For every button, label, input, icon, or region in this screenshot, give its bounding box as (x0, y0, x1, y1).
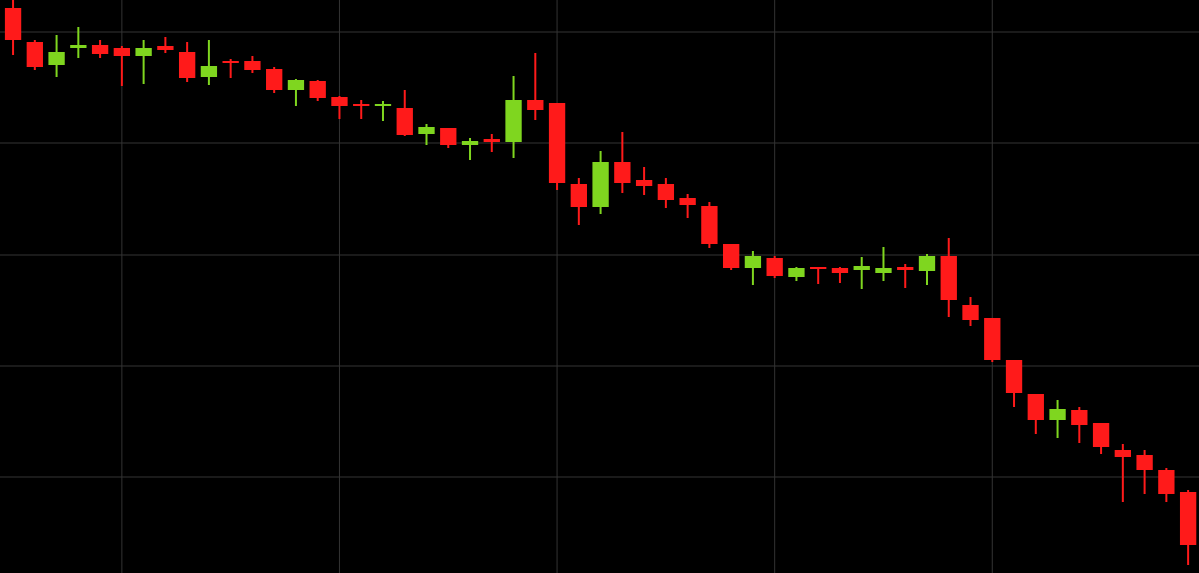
candle-body (309, 81, 326, 98)
candle-body (70, 45, 87, 48)
candle-body (635, 180, 653, 186)
candle-body (48, 52, 65, 65)
candle-body (374, 104, 392, 106)
candle-body (1092, 423, 1110, 447)
candle-body (788, 268, 805, 277)
candle-body (1179, 492, 1197, 545)
candle-body (244, 61, 261, 70)
candle-body (222, 61, 239, 63)
candle-body (1158, 470, 1175, 494)
candle-body (940, 256, 957, 300)
candle-body (287, 80, 305, 90)
candle-body (1005, 360, 1023, 393)
candle-body (1027, 394, 1044, 420)
candle-body (1071, 410, 1088, 425)
candle-body (440, 128, 457, 145)
candle-body (461, 141, 479, 145)
candle-body (592, 162, 609, 207)
candle-body (4, 8, 22, 40)
candle-body (744, 256, 762, 268)
candle-body (875, 268, 892, 273)
candle-body (157, 46, 174, 50)
candle-body (1114, 450, 1131, 457)
candle-body (178, 52, 196, 78)
candle-body (483, 139, 500, 142)
candle-body (331, 97, 348, 106)
candle-body (962, 305, 979, 320)
candle-body (26, 42, 43, 67)
candle-body (570, 184, 587, 207)
candle-body (722, 244, 740, 268)
candle-body (810, 267, 827, 269)
candle-body (396, 108, 413, 135)
candle-body (418, 127, 435, 134)
candle-body (679, 198, 696, 205)
candle-body (505, 100, 522, 142)
candle-body (701, 206, 718, 244)
candle-body (91, 45, 109, 54)
candle-body (200, 66, 218, 77)
candle-body (614, 162, 631, 183)
candle-body (918, 256, 936, 271)
candle-body (984, 318, 1001, 360)
candle-body (113, 48, 131, 56)
candle-body (527, 100, 544, 110)
candle-body (1049, 409, 1066, 420)
candle-body (657, 184, 675, 200)
candle-body (831, 268, 849, 273)
candle-body (853, 266, 870, 270)
candle-body (266, 69, 283, 90)
candle-body (897, 267, 914, 270)
candle-body (135, 48, 152, 56)
candle-body (1136, 455, 1153, 470)
candle-body (353, 104, 370, 106)
candle-body (548, 103, 566, 183)
candle-body (766, 258, 783, 276)
